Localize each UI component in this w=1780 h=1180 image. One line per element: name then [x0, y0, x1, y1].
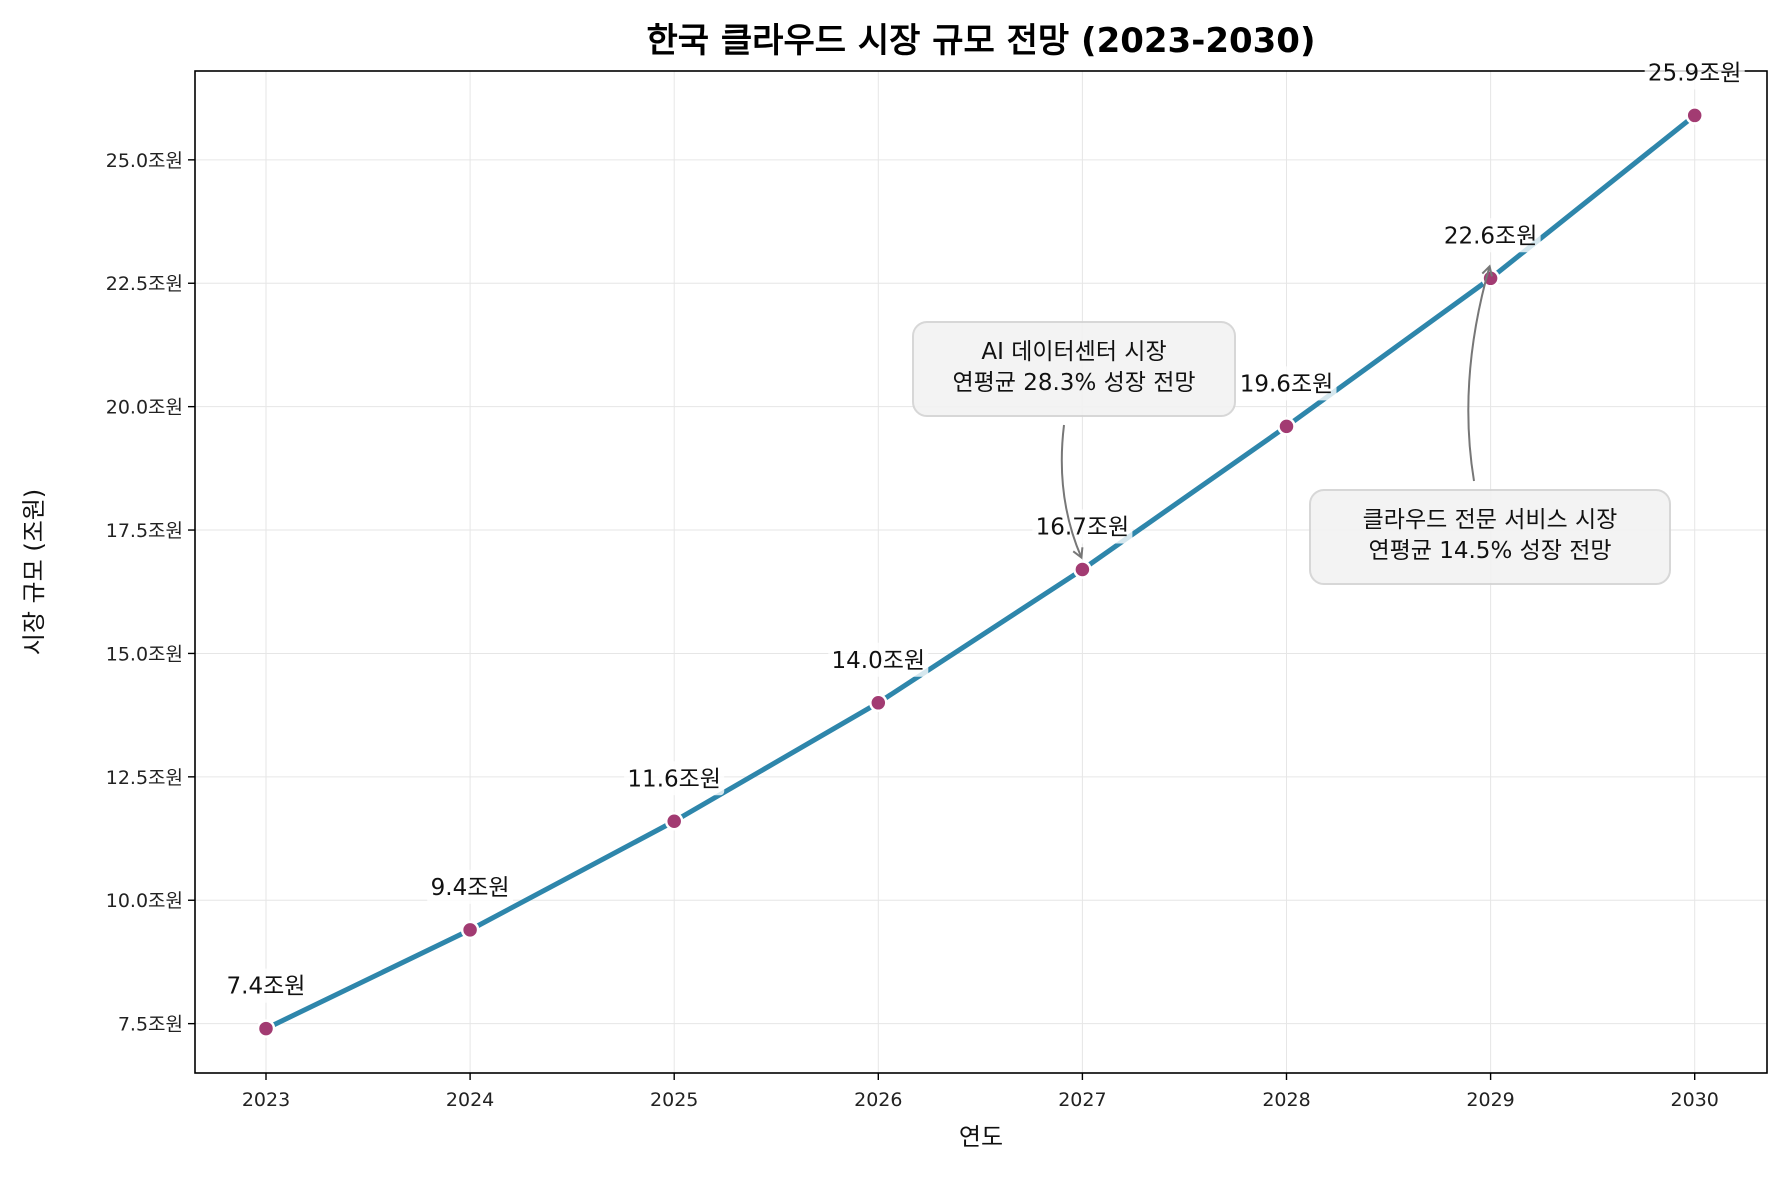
point-label-text: 7.4조원: [227, 974, 306, 1000]
point-label: 16.7조원: [1032, 509, 1133, 544]
annotation-text-line: 연평균 14.5% 성장 전망: [1368, 538, 1611, 564]
x-axis-title: 연도: [959, 1123, 1003, 1151]
point-label-background: [1644, 55, 1745, 90]
y-tick-label: 12.5조원: [106, 767, 183, 789]
x-tick-label: 2024: [446, 1089, 494, 1111]
x-tick-label: 2026: [854, 1089, 902, 1111]
axes: 2023 2024 2025 2026 2027 2028 2029 2030 7.5조원 10.…: [106, 150, 1719, 1111]
annotation-box: [912, 321, 1236, 417]
y-tick-label: 25.0조원: [106, 150, 183, 172]
x-tick-label: 2025: [650, 1089, 698, 1111]
y-tick-label: 22.5조원: [106, 273, 183, 295]
annotation-text-line: AI 데이터센터 시장: [981, 339, 1166, 365]
annotation-arrow: [1467, 266, 1489, 482]
point-label-text: 14.0조원: [832, 648, 926, 674]
x-tick-label: 2023: [242, 1089, 290, 1111]
y-tick-label: 17.5조원: [106, 520, 183, 542]
point-label-background: [1440, 218, 1541, 253]
point-label: 25.9조원: [1644, 55, 1745, 90]
point-label-background: [828, 642, 929, 677]
data-point: [1685, 106, 1704, 125]
point-label: 11.6조원: [624, 761, 725, 796]
data-series: [256, 106, 1704, 1038]
point-label: 19.6조원: [1236, 366, 1337, 401]
annotation-text-line: 연평균 28.3% 성장 전망: [952, 370, 1195, 396]
point-label-background: [1032, 509, 1133, 544]
data-point: [460, 920, 480, 940]
annotation-box: [1309, 489, 1671, 585]
x-tick-label: 2027: [1058, 1089, 1106, 1111]
series-line: [263, 112, 1698, 1032]
point-label-text: 11.6조원: [627, 766, 721, 792]
point-label-background: [427, 869, 514, 904]
point-labels: 7.4조원 9.4조원 11.6조원 14.0조원 16.7조원 19.6조원 22.6조원…: [223, 55, 1745, 1003]
point-label-text: 25.9조원: [1648, 60, 1742, 86]
x-tick-label: 2028: [1262, 1089, 1310, 1111]
point-label: 22.6조원: [1440, 218, 1541, 253]
y-tick-label: 15.0조원: [106, 643, 183, 665]
data-point: [869, 693, 888, 713]
point-label-text: 19.6조원: [1240, 371, 1334, 397]
point-label: 7.4조원: [223, 968, 309, 1003]
point-label-background: [1236, 366, 1337, 401]
y-tick-label: 10.0조원: [106, 890, 183, 912]
y-tick-label: 20.0조원: [106, 397, 183, 419]
point-label-text: 16.7조원: [1036, 515, 1130, 541]
point-label: 9.4조원: [427, 869, 514, 904]
data-point: [1277, 417, 1296, 436]
data-point: [664, 812, 684, 831]
annotation-text-line: 클라우드 전문 서비스 시장: [1363, 507, 1618, 533]
point-label-background: [223, 968, 309, 1003]
point-label-text: 22.6조원: [1444, 223, 1538, 249]
plot-frame: [194, 70, 1768, 1074]
y-axis-title: 시장 규모 (조원): [20, 489, 48, 655]
point-label-text: 9.4조원: [431, 875, 510, 901]
x-tick-label: 2029: [1466, 1089, 1514, 1111]
point-label: 14.0조원: [828, 642, 929, 677]
y-tick-label: 7.5조원: [118, 1014, 183, 1036]
x-tick-label: 2030: [1671, 1089, 1719, 1111]
chart-title: 한국 클라우드 시장 규모 전망 (2023-2030): [647, 21, 1316, 61]
point-label-background: [624, 761, 725, 796]
annotation-arrow: [1060, 424, 1082, 558]
data-point: [256, 1019, 276, 1038]
data-point: [1073, 560, 1092, 579]
